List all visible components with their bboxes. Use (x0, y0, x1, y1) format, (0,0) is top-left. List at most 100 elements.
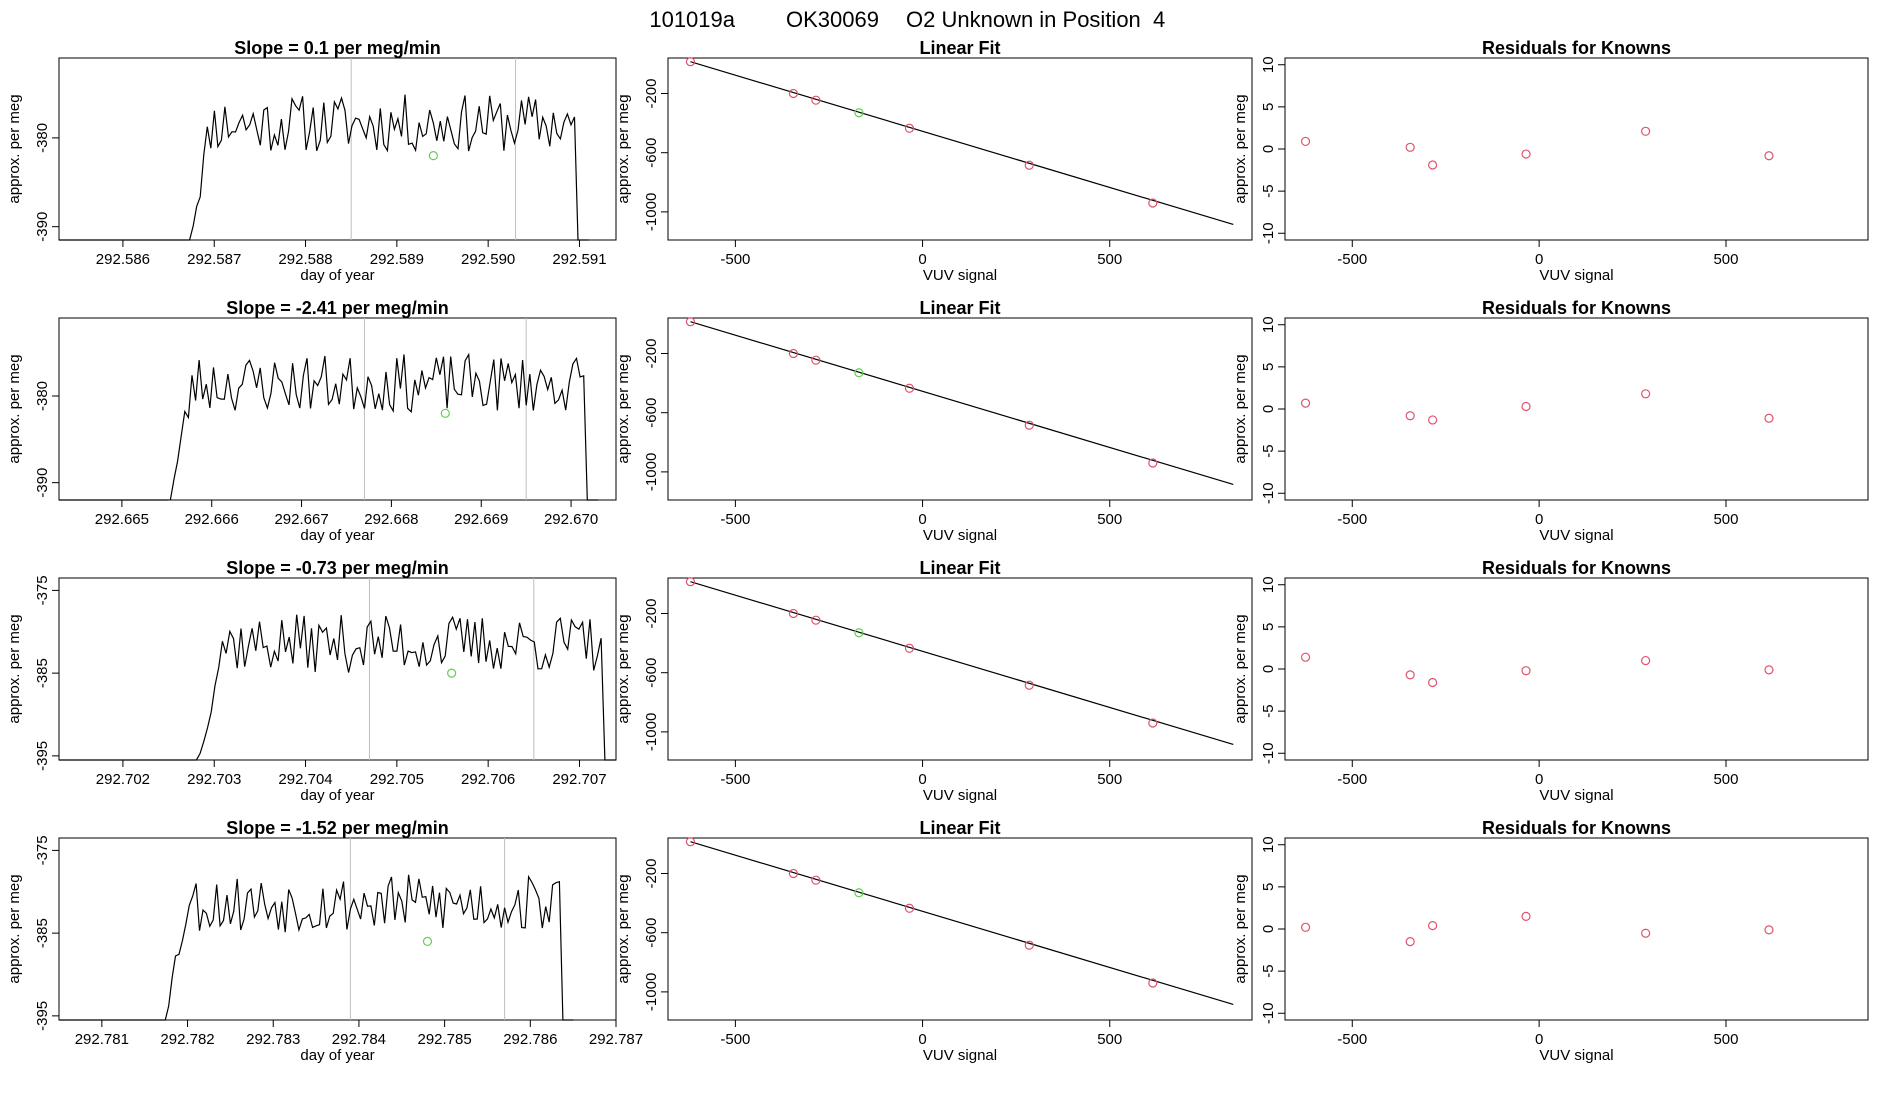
residual-point (1641, 389, 1651, 399)
unknown-mean-point (447, 668, 457, 678)
y-tick-label: -395 (34, 1001, 51, 1031)
y-tick-label: -390 (34, 468, 51, 498)
known-standard-point (685, 57, 696, 67)
x-tick-label: 292.668 (364, 511, 418, 528)
y-tick-label: 5 (1260, 883, 1277, 891)
y-tick-label: -1000 (643, 453, 660, 491)
known-standard-point (811, 875, 821, 885)
known-standard-point (904, 123, 915, 133)
panel-grid: Slope = 0.1 per meg/min 292.586 292.587 292… (6, 38, 1869, 1064)
x-tick-label: -500 (720, 1031, 750, 1048)
y-tick-label: -10 (1260, 1002, 1277, 1024)
x-tick-label: 0 (1535, 511, 1543, 528)
panel-r2-c1: Slope = -2.41 per meg/min 292.665 292.666 2… (6, 298, 617, 544)
x-axis-label: day of year (300, 1047, 374, 1064)
x-tick-label: -500 (1337, 511, 1367, 528)
y-tick-label: 5 (1260, 103, 1277, 111)
y-tick-label: -200 (643, 598, 660, 628)
y-tick-label: -10 (1260, 482, 1277, 504)
residual-point (1428, 921, 1438, 931)
y-axis-label: approx. per meg (1232, 94, 1249, 203)
known-standard-point (904, 903, 915, 913)
x-tick-label: 500 (1097, 251, 1122, 268)
unknown-point (854, 888, 864, 898)
y-tick-label: 10 (1260, 56, 1277, 73)
x-tick-label: 0 (1535, 1031, 1543, 1048)
y-axis-label: approx. per meg (1232, 874, 1249, 983)
residual-point (1300, 398, 1311, 408)
x-tick-label: 0 (918, 511, 926, 528)
known-standard-point (685, 577, 696, 587)
x-axis-label: day of year (300, 787, 374, 804)
residual-point (1521, 401, 1531, 412)
x-axis-label: VUV signal (1539, 267, 1613, 284)
plot-frame (58, 317, 617, 501)
y-tick-label: 10 (1260, 576, 1277, 593)
x-tick-label: 292.781 (75, 1031, 129, 1048)
y-tick-label: 5 (1260, 623, 1277, 631)
y-tick-label: 0 (1260, 665, 1277, 673)
x-tick-label: 292.669 (454, 511, 508, 528)
y-tick-label: -1000 (643, 713, 660, 751)
y-tick-label: -600 (643, 918, 660, 948)
y-tick-label: -385 (34, 658, 51, 688)
x-tick-label: 0 (1535, 251, 1543, 268)
y-axis-label: approx. per meg (6, 874, 23, 983)
panel-r2-c3: Residuals for Knowns -500 0 500 VUV signal 10… (1232, 298, 1869, 544)
known-standard-point (1148, 978, 1158, 988)
x-tick-label: 292.590 (461, 251, 515, 268)
x-tick-label: 500 (1713, 511, 1738, 528)
fit-line (690, 581, 1234, 746)
y-axis-label: approx. per meg (1232, 614, 1249, 723)
trace-line (59, 874, 574, 1021)
residual-point (1300, 922, 1311, 932)
panel-r4-c1: Slope = -1.52 per meg/min 292.781 292.782 2… (6, 818, 643, 1064)
x-tick-label: 500 (1097, 771, 1122, 788)
x-tick-label: -500 (720, 511, 750, 528)
fit-line (690, 321, 1234, 486)
known-standard-point (1024, 940, 1034, 950)
panel-r4-c3: Residuals for Knowns -500 0 500 VUV signal 10… (1232, 818, 1869, 1064)
residual-point (1300, 652, 1311, 662)
y-tick-label: -10 (1260, 742, 1277, 764)
known-standard-point (1148, 458, 1158, 468)
x-tick-label: 0 (1535, 771, 1543, 788)
known-standard-point (1148, 718, 1158, 728)
panel-title: Residuals for Knowns (1482, 818, 1671, 838)
y-tick-label: -600 (643, 658, 660, 688)
y-tick-label: -600 (643, 398, 660, 428)
x-tick-label: 292.783 (246, 1031, 300, 1048)
x-tick-label: 0 (918, 251, 926, 268)
known-standard-point (1024, 680, 1034, 690)
y-tick-label: -10 (1260, 222, 1277, 244)
residual-point (1641, 126, 1651, 136)
panel-title: Slope = -2.41 per meg/min (226, 298, 449, 318)
x-axis-label: VUV signal (923, 527, 997, 544)
x-tick-label: 500 (1097, 511, 1122, 528)
y-tick-label: -1000 (643, 193, 660, 231)
residual-point (1521, 911, 1531, 921)
residual-point (1764, 925, 1774, 935)
x-tick-label: 500 (1097, 1031, 1122, 1048)
panel-r4-c2: Linear Fit -500 0 500 VUV signal -200 -600 -100… (615, 818, 1253, 1064)
x-tick-label: -500 (720, 251, 750, 268)
y-tick-label: -5 (1260, 444, 1277, 457)
residual-point (1521, 666, 1531, 676)
x-tick-label: 292.589 (370, 251, 424, 268)
residual-point (1521, 149, 1531, 159)
x-tick-label: 500 (1713, 251, 1738, 268)
x-tick-label: 0 (918, 771, 926, 788)
panel-r3-c1: Slope = -0.73 per meg/min 292.702 292.703 2… (6, 558, 617, 804)
x-tick-label: 292.670 (544, 511, 598, 528)
y-tick-label: -385 (34, 918, 51, 948)
y-tick-label: -395 (34, 741, 51, 771)
y-tick-label: 5 (1260, 363, 1277, 371)
x-tick-label: 292.667 (274, 511, 328, 528)
known-standard-point (788, 88, 799, 99)
x-axis-label: VUV signal (1539, 787, 1613, 804)
x-axis-label: day of year (300, 527, 374, 544)
panel-r2-c2: Linear Fit -500 0 500 VUV signal -200 -600 -100… (615, 298, 1253, 544)
residual-point (1405, 670, 1415, 680)
y-tick-label: -5 (1260, 184, 1277, 197)
x-tick-label: 292.786 (503, 1031, 557, 1048)
